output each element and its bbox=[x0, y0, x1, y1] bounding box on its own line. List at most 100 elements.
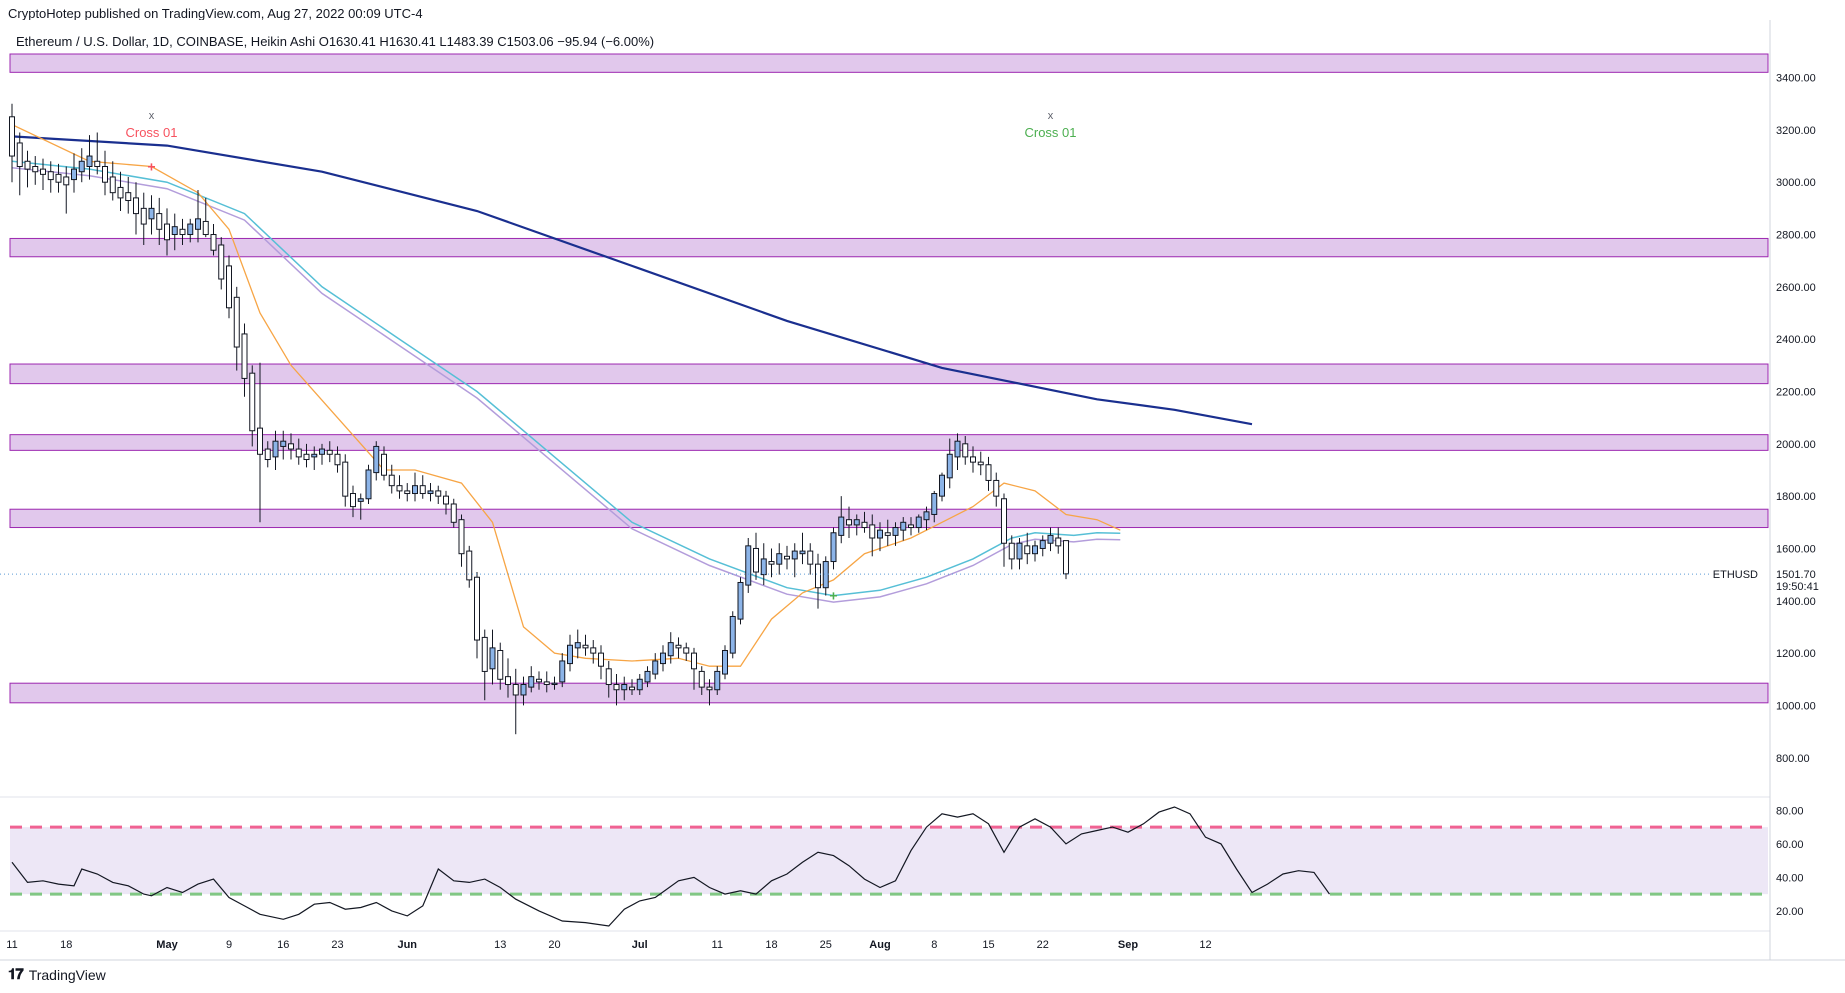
candle-body-30 bbox=[241, 333, 248, 379]
candle-body-51 bbox=[404, 490, 411, 495]
candle-body-40 bbox=[319, 448, 325, 455]
candle-body-24 bbox=[195, 218, 201, 230]
time-axis: 11 18 May 9 16 23 Jun 13 20 Jul 11 18 25 Aug 8 15 22 Sep 1… bbox=[6, 939, 1211, 951]
osc-y-tick-60: 60.00 bbox=[1776, 839, 1804, 851]
candle-body-71 bbox=[559, 660, 566, 683]
candle-body-125 bbox=[977, 461, 984, 466]
osc-y-tick-40: 40.00 bbox=[1776, 872, 1804, 884]
candles-layer: ++ bbox=[9, 103, 1069, 735]
candle-body-88 bbox=[691, 652, 697, 670]
candle-body-96 bbox=[753, 547, 759, 573]
cross-x-1: x bbox=[1048, 110, 1054, 122]
candle-body-122 bbox=[954, 440, 961, 458]
candle-body-21 bbox=[171, 226, 178, 236]
candle-body-12 bbox=[102, 166, 108, 183]
candle-body-119 bbox=[931, 493, 938, 515]
candle-body-41 bbox=[326, 449, 333, 455]
x-tick-9: 9 bbox=[226, 939, 232, 951]
candle-body-22 bbox=[179, 228, 186, 236]
candle-body-58 bbox=[458, 519, 465, 555]
candle-body-36 bbox=[288, 443, 294, 450]
candle-body-55 bbox=[435, 490, 442, 497]
candle-body-83 bbox=[652, 660, 659, 675]
candle-body-70 bbox=[551, 682, 558, 686]
x-tick-8: 8 bbox=[931, 939, 937, 951]
candle-body-65 bbox=[512, 684, 519, 696]
candle-body-39 bbox=[311, 453, 318, 458]
candle-body-131 bbox=[1024, 545, 1031, 555]
candle-body-33 bbox=[264, 448, 271, 461]
zone-0 bbox=[9, 53, 1769, 73]
candle-body-9 bbox=[78, 160, 85, 173]
candle-body-61 bbox=[481, 636, 488, 672]
candle-body-98 bbox=[768, 561, 775, 565]
countdown-label: 19:50:41 bbox=[1776, 581, 1819, 593]
candle-body-54 bbox=[427, 490, 434, 495]
y-tick-1200.00: 1200.00 bbox=[1776, 648, 1816, 660]
candle-body-133 bbox=[1039, 540, 1046, 549]
publisher-header: CryptoHotep published on TradingView.com… bbox=[8, 6, 423, 21]
candle-body-94 bbox=[737, 581, 744, 620]
osc-y-tick-80: 80.00 bbox=[1776, 805, 1804, 817]
candle-body-73 bbox=[574, 642, 581, 649]
y-tick-1800.00: 1800.00 bbox=[1776, 491, 1816, 503]
candle-body-117 bbox=[915, 516, 922, 529]
candle-body-47 bbox=[373, 445, 380, 474]
zones-layer bbox=[9, 53, 1769, 704]
brand-name[interactable]: TradingView bbox=[28, 966, 106, 983]
candle-body-80 bbox=[629, 686, 635, 691]
candle-body-2 bbox=[24, 160, 31, 170]
current-price-label: 1501.70 bbox=[1776, 569, 1816, 581]
candle-body-84 bbox=[660, 652, 666, 665]
candle-body-11 bbox=[94, 160, 101, 168]
y-tick-1000.00: 1000.00 bbox=[1776, 700, 1816, 712]
x-tick-15: 15 bbox=[982, 939, 994, 951]
legend-text: Ethereum / U.S. Dollar, 1D, COINBASE, He… bbox=[16, 34, 654, 49]
candle-body-86 bbox=[675, 644, 682, 649]
candle-body-60 bbox=[474, 576, 480, 641]
zone-1 bbox=[9, 237, 1769, 258]
osc-y-tick-20: 20.00 bbox=[1776, 906, 1804, 918]
candle-body-134 bbox=[1047, 534, 1054, 544]
oscillator-layer: 20.00 40.00 60.00 80.00 bbox=[10, 805, 1804, 927]
candle-body-63 bbox=[497, 649, 504, 680]
candle-body-56 bbox=[443, 495, 449, 505]
candle-body-7 bbox=[63, 176, 70, 186]
candle-body-87 bbox=[683, 647, 690, 654]
candle-body-59 bbox=[466, 550, 473, 581]
candle-body-27 bbox=[218, 244, 225, 280]
cross-marker-1: + bbox=[829, 588, 837, 604]
candle-body-102 bbox=[799, 550, 806, 555]
candle-body-115 bbox=[900, 521, 907, 531]
candle-body-111 bbox=[869, 524, 876, 539]
zone-4 bbox=[9, 508, 1769, 529]
candle-body-69 bbox=[543, 681, 550, 686]
candle-body-49 bbox=[388, 474, 395, 487]
symbol-label: ETHUSD bbox=[1713, 569, 1758, 581]
y-tick-3400.00: 3400.00 bbox=[1776, 73, 1816, 85]
candle-body-101 bbox=[791, 550, 798, 560]
candle-body-104 bbox=[815, 563, 821, 589]
candle-body-64 bbox=[505, 676, 511, 686]
y-tick-2200.00: 2200.00 bbox=[1776, 386, 1816, 398]
candle-body-37 bbox=[295, 448, 302, 458]
candle-body-42 bbox=[334, 453, 341, 466]
candle-body-1 bbox=[16, 142, 23, 168]
price-axis: 800.00 1000.00 1200.00 1400.00 1600.00 1800.0… bbox=[1776, 73, 1816, 765]
candle-body-14 bbox=[117, 186, 124, 199]
candle-body-48 bbox=[381, 453, 387, 476]
x-tick-18: 18 bbox=[60, 939, 72, 951]
candle-body-62 bbox=[489, 647, 496, 670]
x-tick-Sep: Sep bbox=[1118, 939, 1138, 951]
y-tick-1600.00: 1600.00 bbox=[1776, 543, 1816, 555]
candle-body-135 bbox=[1055, 537, 1062, 547]
candle-body-132 bbox=[1032, 545, 1038, 555]
candle-body-34 bbox=[272, 440, 279, 458]
x-tick-May: May bbox=[156, 939, 178, 951]
candle-body-44 bbox=[350, 493, 356, 508]
x-tick-13: 13 bbox=[494, 939, 506, 951]
candle-body-129 bbox=[1008, 542, 1015, 560]
footer: 𝟏𝟕 TradingView bbox=[8, 966, 106, 983]
candle-body-113 bbox=[884, 532, 891, 536]
